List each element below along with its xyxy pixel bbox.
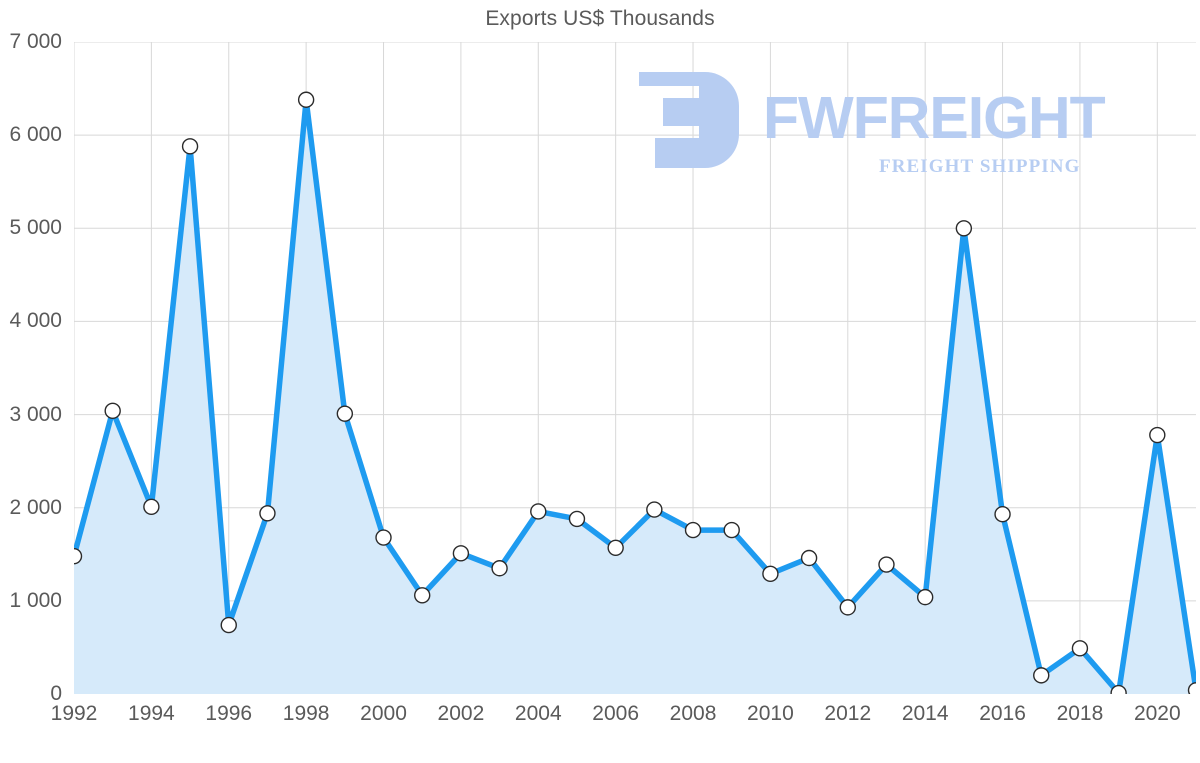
x-axis-tick-label: 2002: [437, 702, 485, 725]
data-point-marker: [1071, 640, 1089, 657]
x-axis-tick-label: 2012: [824, 702, 872, 725]
data-point-marker: [646, 501, 663, 518]
y-axis-tick-label: 4 000: [9, 309, 62, 333]
data-point-marker: [878, 556, 895, 573]
data-point-marker: [143, 498, 160, 515]
x-axis-tick-label: 2004: [514, 702, 562, 725]
data-point-markers: [74, 91, 1196, 694]
data-line: [74, 97, 1196, 694]
chart-title: Exports US$ Thousands: [485, 7, 715, 30]
y-axis-tick-label: 6 000: [9, 123, 62, 147]
data-point-marker: [74, 547, 83, 565]
x-axis-tick-label: 2010: [747, 702, 794, 725]
chart-canvas: [74, 42, 1196, 694]
data-point-marker: [568, 510, 586, 528]
y-axis-tick-label: 3 000: [9, 402, 62, 426]
x-axis-tick-label: 2020: [1133, 702, 1181, 725]
y-axis-tick-label: 1 000: [9, 588, 62, 612]
x-axis-tick-label: 1996: [205, 702, 253, 725]
y-axis-tick-label: 0: [50, 682, 62, 705]
x-axis-tick-label: 2018: [1056, 702, 1104, 725]
data-point-marker: [336, 405, 354, 422]
y-axis-tick-label: 7 000: [9, 30, 62, 53]
plot-area: 7 000 6 000 5 000 4 000 3 000 2 000 1 000 0 199…: [9, 30, 1196, 725]
data-point-marker: [1033, 667, 1050, 684]
data-point-marker: [491, 560, 508, 577]
x-axis-tick-label: 2016: [979, 702, 1026, 725]
x-axis-tick-label: 2000: [360, 702, 407, 725]
data-point-marker: [607, 539, 624, 556]
data-point-marker: [375, 529, 392, 546]
data-point-marker: [530, 503, 547, 520]
data-point-marker: [452, 545, 470, 562]
data-point-marker: [839, 599, 856, 616]
data-point-marker: [220, 616, 237, 634]
data-point-marker: [414, 587, 431, 604]
y-axis-tick-label: 5 000: [9, 216, 62, 240]
data-point-marker: [723, 521, 740, 539]
y-axis-tick-label: 2 000: [9, 495, 62, 519]
data-point-marker: [916, 588, 934, 606]
x-axis-tick-label: 1994: [128, 702, 175, 725]
data-point-marker: [955, 220, 973, 237]
data-point-marker: [104, 402, 121, 420]
data-point-marker: [1187, 682, 1196, 694]
data-point-marker: [181, 138, 199, 155]
data-point-marker: [297, 91, 315, 108]
data-point-marker: [994, 506, 1011, 523]
area-fill: [74, 99, 1196, 694]
x-axis-tick-label: 2006: [592, 702, 639, 725]
data-point-marker: [684, 521, 702, 539]
data-point-marker: [1110, 684, 1127, 694]
x-axis-tick-label: 2014: [901, 702, 949, 725]
data-point-marker: [800, 549, 818, 567]
x-axis-tick-label: 2008: [669, 702, 717, 725]
x-axis-tick-label: 1992: [50, 702, 98, 725]
data-point-marker: [259, 505, 276, 522]
data-point-marker: [1149, 426, 1166, 444]
data-point-marker: [762, 565, 779, 583]
x-axis-tick-label: 1998: [282, 702, 330, 725]
